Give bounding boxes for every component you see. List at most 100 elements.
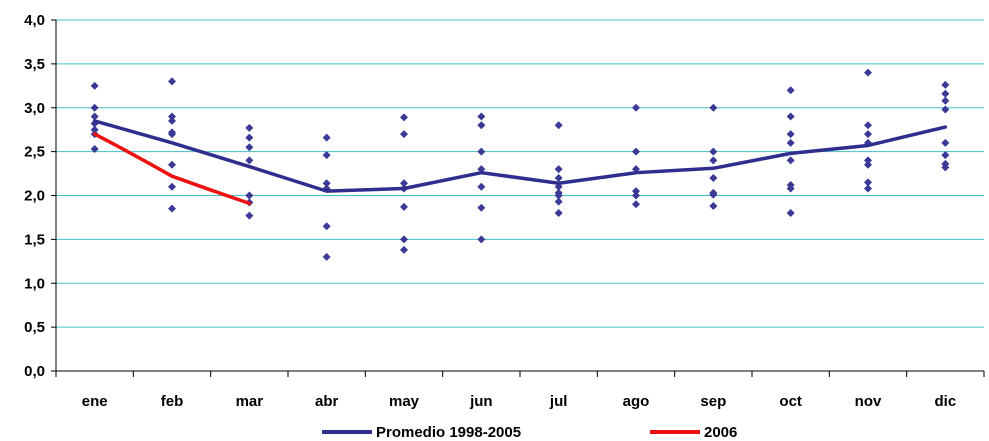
- y-tick-labels: 0,0 0,5 1,0 1,5 2,0 2,5 3,0 3,5 4,0: [24, 12, 45, 380]
- data-point-ene-0: [90, 81, 99, 90]
- data-point-may-6: [400, 245, 408, 254]
- data-point-jul-2: [554, 173, 563, 182]
- data-point-oct-0: [786, 86, 795, 95]
- series-lines: [92, 119, 948, 206]
- data-point-jun-6: [477, 235, 486, 244]
- y-tick-label-4: 2,0: [24, 188, 45, 205]
- data-point-nov-2: [864, 130, 872, 139]
- y-tick-label-7: 3,5: [24, 56, 45, 73]
- x-tick-label-abr: abr: [315, 393, 339, 410]
- x-tick-label-oct: oct: [779, 393, 802, 410]
- data-point-ene-4: [90, 125, 99, 134]
- data-point-dic-2: [941, 96, 950, 105]
- data-point-nov-6: [864, 178, 872, 187]
- data-point-may-1: [400, 130, 408, 139]
- data-point-dic-1: [941, 89, 950, 98]
- data-point-abr-2: [322, 179, 331, 188]
- data-point-sep-0: [709, 103, 718, 112]
- data-point-mar-2: [245, 143, 254, 152]
- data-point-jun-1: [477, 121, 486, 130]
- x-tick-label-sep: sep: [700, 393, 726, 410]
- gridlines: [56, 19, 984, 328]
- legend-label-2006: 2006: [704, 424, 737, 441]
- data-point-nov-7: [864, 184, 872, 193]
- data-point-oct-3: [786, 138, 795, 147]
- y-tick-label-2: 1,0: [24, 275, 45, 292]
- data-point-jul-7: [554, 209, 563, 218]
- data-point-ago-3: [632, 187, 640, 196]
- y-tick-label-6: 3,0: [24, 100, 45, 117]
- data-point-nov-4: [864, 156, 872, 165]
- data-point-jun-0: [477, 112, 486, 121]
- data-point-may-0: [400, 113, 408, 122]
- data-point-sep-6: [709, 202, 718, 211]
- y-tick-label-5: 2,5: [24, 144, 45, 161]
- data-point-jul-6: [554, 197, 563, 206]
- data-point-feb-1: [168, 112, 176, 121]
- data-point-ene-6: [90, 144, 99, 153]
- data-point-dic-7: [941, 163, 950, 172]
- y-tick-label-0: 0,0: [24, 363, 45, 380]
- data-point-oct-4: [786, 156, 795, 165]
- x-tick-label-nov: nov: [855, 393, 882, 410]
- data-point-abr-4: [322, 222, 331, 231]
- data-point-jul-5: [554, 191, 563, 200]
- legend: Promedio 1998-2005 2006: [322, 424, 737, 441]
- data-point-may-4: [400, 202, 408, 211]
- data-point-feb-5: [168, 160, 176, 169]
- data-point-dic-0: [941, 80, 950, 89]
- data-point-jun-5: [477, 203, 486, 212]
- data-point-feb-2: [168, 116, 176, 125]
- data-point-feb-0: [168, 77, 176, 86]
- data-point-jul-3: [554, 182, 563, 191]
- data-point-ago-5: [632, 200, 640, 209]
- data-point-ene-1: [90, 103, 99, 112]
- data-point-mar-1: [245, 133, 254, 142]
- data-point-sep-2: [709, 156, 718, 165]
- data-point-jun-3: [477, 165, 486, 174]
- data-point-oct-7: [786, 209, 795, 218]
- x-tick-label-mar: mar: [236, 393, 264, 410]
- data-point-jul-1: [554, 165, 563, 174]
- data-point-ago-1: [632, 147, 640, 156]
- data-point-sep-5: [709, 190, 718, 199]
- data-point-feb-4: [168, 130, 176, 139]
- series-line-2006: [92, 132, 252, 206]
- x-tick-labels: ene feb mar abr may jun jul ago sep oct nov dic: [82, 393, 956, 410]
- data-point-oct-2: [786, 130, 795, 139]
- data-point-ago-0: [632, 103, 640, 112]
- series-line-promedio: [92, 119, 948, 193]
- data-point-may-5: [400, 235, 408, 244]
- data-point-jun-4: [477, 182, 486, 191]
- data-point-nov-0: [864, 68, 872, 77]
- data-point-mar-0: [245, 123, 254, 132]
- x-tick-label-dic: dic: [934, 393, 956, 410]
- data-point-abr-0: [322, 133, 331, 142]
- data-point-oct-1: [786, 112, 795, 121]
- x-tick-label-jul: jul: [549, 393, 568, 410]
- data-point-dic-5: [941, 151, 950, 160]
- data-point-feb-7: [168, 204, 176, 213]
- data-point-mar-3: [245, 156, 254, 165]
- data-point-oct-6: [786, 184, 795, 193]
- x-tick-label-jun: jun: [469, 393, 493, 410]
- data-point-jun-2: [477, 147, 486, 156]
- data-point-ago-4: [632, 191, 640, 200]
- data-point-nov-1: [864, 121, 872, 130]
- y-tick-label-1: 0,5: [24, 319, 45, 336]
- data-point-ene-2: [90, 112, 99, 121]
- x-tick-label-may: may: [389, 393, 420, 410]
- y-tick-label-8: 4,0: [24, 12, 45, 29]
- data-point-abr-1: [322, 151, 331, 160]
- y-tick-label-3: 1,5: [24, 231, 45, 248]
- data-point-dic-3: [941, 105, 950, 114]
- data-point-mar-6: [245, 211, 254, 220]
- data-point-nov-5: [864, 160, 872, 169]
- data-point-may-2: [400, 179, 408, 188]
- data-point-abr-5: [322, 252, 331, 261]
- data-point-mar-4: [245, 191, 254, 200]
- data-point-feb-6: [168, 182, 176, 191]
- legend-label-promedio: Promedio 1998-2005: [376, 424, 521, 441]
